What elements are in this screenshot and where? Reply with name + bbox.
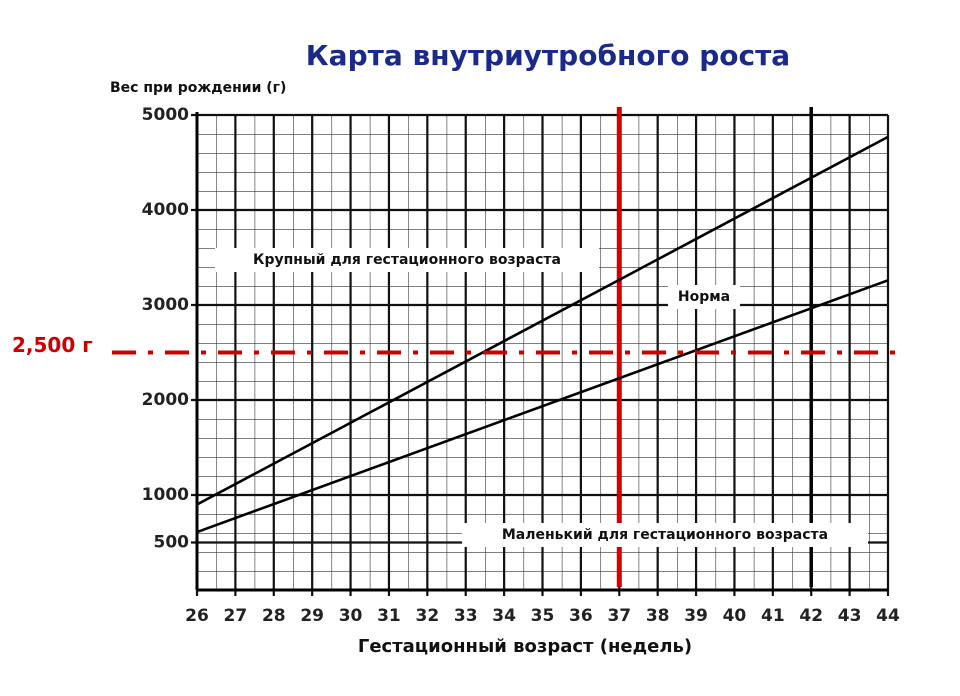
- y-axis-label: Вес при рождении (г): [110, 80, 286, 96]
- x-tick-label: 36: [569, 606, 593, 626]
- x-tick-label: 44: [876, 606, 900, 626]
- x-tick-label: 37: [607, 606, 631, 626]
- x-tick-label: 43: [838, 606, 862, 626]
- annotation-box: [215, 248, 599, 272]
- x-tick-label: 30: [339, 606, 363, 626]
- x-tick-label: 28: [262, 606, 286, 626]
- y-tick-label: 3000: [142, 295, 189, 315]
- x-tick-label: 26: [185, 606, 209, 626]
- x-tick-label: 40: [723, 606, 747, 626]
- x-tick-label: 38: [646, 606, 670, 626]
- y-tick-label: 4000: [142, 200, 189, 220]
- x-tick-label: 33: [454, 606, 478, 626]
- x-tick-label: 35: [531, 606, 555, 626]
- y-tick-label: 2000: [142, 390, 189, 410]
- x-tick-label: 31: [377, 606, 401, 626]
- x-tick-label: 39: [684, 606, 708, 626]
- y-tick-label: 1000: [142, 485, 189, 505]
- annotation: Крупный для гестационного возраста: [253, 252, 561, 268]
- annotation-box: [462, 523, 868, 547]
- x-tick-label: 32: [415, 606, 439, 626]
- x-tick-label: 27: [224, 606, 248, 626]
- annotation: Норма: [678, 289, 730, 305]
- series-line: [196, 135, 889, 506]
- x-tick-label: 29: [300, 606, 324, 626]
- x-tick-label: 41: [761, 606, 785, 626]
- x-tick-label: 42: [799, 606, 823, 626]
- y-tick-label: 500: [154, 533, 190, 553]
- series-line: [196, 279, 889, 534]
- annotation-box: [668, 285, 740, 309]
- reference-label: 2,500 г: [12, 333, 93, 357]
- x-axis-label: Гестационный возраст (недель): [358, 636, 692, 657]
- annotation: Маленький для гестационного возраста: [502, 527, 828, 543]
- y-tick-label: 5000: [142, 105, 189, 125]
- x-tick-label: 34: [492, 606, 516, 626]
- chart-title: Карта внутриутробного роста: [306, 39, 790, 72]
